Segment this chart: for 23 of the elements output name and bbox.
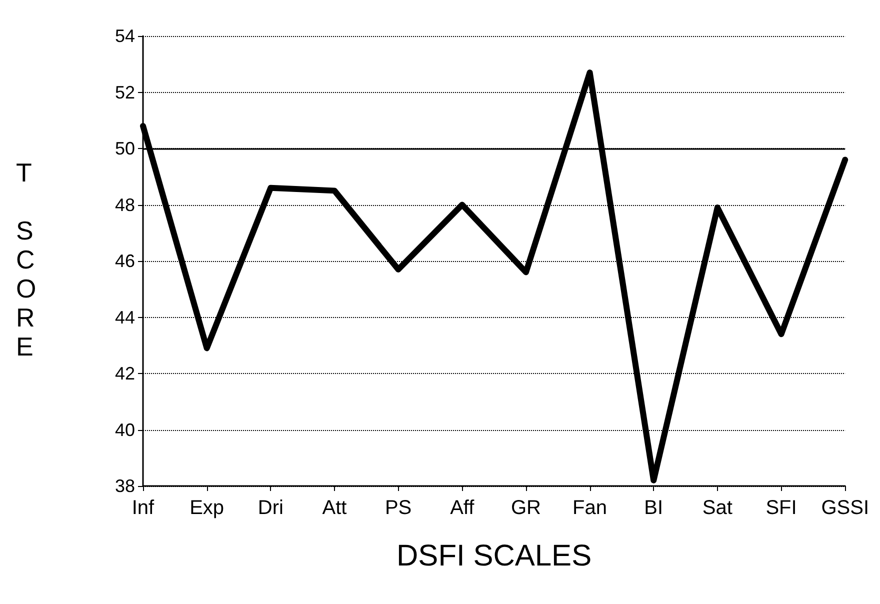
y-tick-label: 38 [114,476,135,496]
y-tick-label: 50 [114,138,135,158]
x-tick-label: GSSI [821,497,869,519]
y-tick-label: 48 [114,194,135,215]
x-tick-label: SFI [766,497,797,519]
y-axis-title: T SCORE [16,158,36,362]
y-tick-label: 46 [114,251,135,271]
y-tick-label: 54 [114,26,135,46]
x-tick-label: BI [644,497,664,519]
x-tick-label: GR [510,497,541,519]
x-axis-title: DSFI SCALES [396,540,592,572]
x-tick-label: Aff [450,497,475,519]
x-tick-label: PS [384,497,412,519]
y-tick-label: 52 [114,82,135,102]
y-tick-label: 42 [114,364,135,384]
x-tick-label: Exp [190,497,224,519]
y-tick-label: 44 [114,307,135,328]
x-tick-label: Sat [702,497,733,519]
x-tick-label: Att [322,497,348,519]
x-tick-label: Dri [258,497,284,519]
x-tick-label: Fan [572,497,608,519]
x-tick-label: Inf [132,497,155,519]
y-tick-label: 40 [114,420,135,440]
